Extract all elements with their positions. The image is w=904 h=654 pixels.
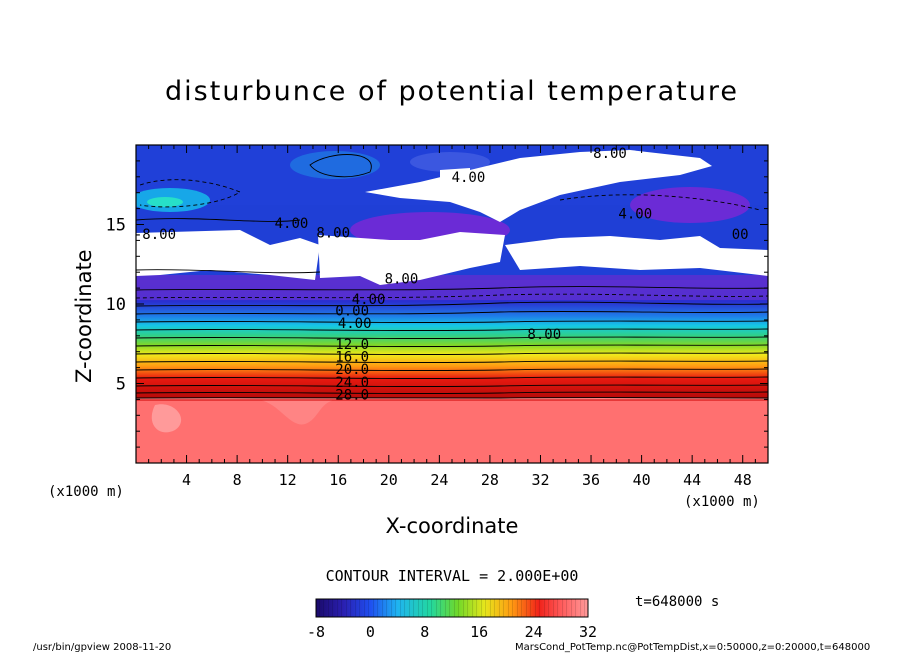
contour-label: 4.00 xyxy=(338,316,372,332)
contour-label: 12.0 xyxy=(335,337,369,353)
y-tick-label: 5 xyxy=(116,375,126,395)
near-surface-region xyxy=(136,398,768,463)
y-tick-label: 10 xyxy=(106,295,126,315)
x-axis-label: X-coordinate xyxy=(385,514,519,538)
x-tick-label: 48 xyxy=(734,471,752,489)
contour-label: 16.0 xyxy=(335,349,369,365)
colorbar-tick-label: 0 xyxy=(366,623,375,641)
undefined-regions xyxy=(136,150,768,285)
footer-left: /usr/bin/gpview 2008-11-20 xyxy=(33,642,172,653)
contour-label: -8.00 xyxy=(134,227,176,243)
plot-field xyxy=(136,145,768,463)
contour-label: 0.00 xyxy=(335,303,369,319)
contour-label: 4.00 xyxy=(452,170,486,186)
x-tick-label: 32 xyxy=(531,471,549,489)
x-tick-label: 4 xyxy=(182,471,191,489)
x-tick-label: 28 xyxy=(481,471,499,489)
x-tick-label: 8 xyxy=(233,471,242,489)
y-axis-label: Z-coordinate xyxy=(72,249,96,383)
contour-label: 4.00 xyxy=(275,216,309,232)
x-tick-label: 24 xyxy=(430,471,448,489)
footer-right: MarsCond_PotTemp.nc@PotTempDist,x=0:5000… xyxy=(515,642,871,653)
contour-lines xyxy=(136,154,768,399)
x-tick-label: 36 xyxy=(582,471,600,489)
contour-label: 4.00 xyxy=(352,292,386,308)
time-stamp: t=648000 s xyxy=(635,594,720,610)
contour-label: 4.00 xyxy=(618,206,652,222)
x-tick-label: 16 xyxy=(329,471,347,489)
contour-label: 8.00 xyxy=(527,327,561,343)
colorbar-tick-label: 8 xyxy=(420,623,429,641)
contour-label: 28.0 xyxy=(335,388,369,404)
colorbar-tick-label: 16 xyxy=(470,623,488,641)
chart-title: disturbunce of potential temperature xyxy=(165,76,739,107)
contour-label: 24.0 xyxy=(335,375,369,391)
x-tick-label: 12 xyxy=(279,471,297,489)
contour-label: 8.00 xyxy=(593,146,627,162)
contour-label: 00 xyxy=(732,227,749,243)
colorbar-tick-layer: -8 0 8 16 24 32 xyxy=(307,623,597,641)
contour-label: 20.0 xyxy=(335,362,369,378)
y-tick-label: 15 xyxy=(106,216,126,236)
colorbar-tick-label: 24 xyxy=(525,623,543,641)
x-tick-label: 44 xyxy=(683,471,701,489)
colorbar-tick-label: 32 xyxy=(579,623,597,641)
y-axis-unit: (x1000 m) xyxy=(48,484,124,500)
x-axis-unit: (x1000 m) xyxy=(684,494,760,510)
contour-label: 8.00 xyxy=(316,225,350,241)
contour-interval: CONTOUR INTERVAL = 2.000E+00 xyxy=(325,567,579,585)
contour-label: 8.00 xyxy=(385,272,419,288)
x-tick-label: 20 xyxy=(380,471,398,489)
x-tick-label: 40 xyxy=(633,471,651,489)
colorbar-tick-label: -8 xyxy=(307,623,325,641)
contour-label-layer: 8.004.004.004.008.00-8.00 008.004.000.004… xyxy=(134,146,749,404)
